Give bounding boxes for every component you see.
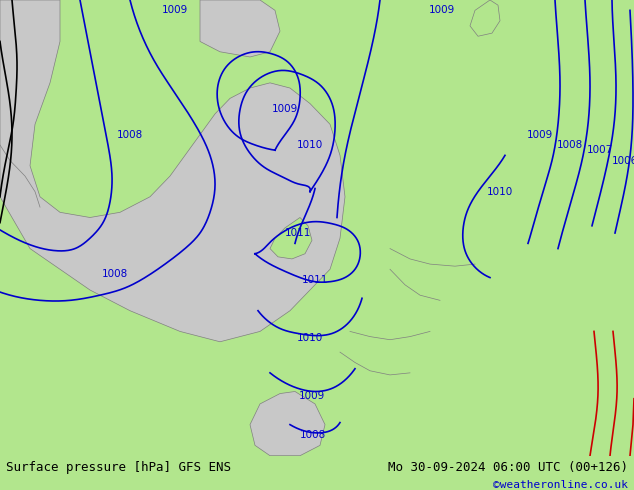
Text: 1010: 1010 xyxy=(487,187,513,196)
Text: 1009: 1009 xyxy=(272,104,298,114)
Text: 1008: 1008 xyxy=(557,140,583,150)
Text: 1011: 1011 xyxy=(302,274,328,285)
Text: 1010: 1010 xyxy=(297,333,323,343)
Text: 1008: 1008 xyxy=(117,130,143,140)
Polygon shape xyxy=(200,0,280,57)
Polygon shape xyxy=(250,392,325,456)
Text: 1006: 1006 xyxy=(612,155,634,166)
Text: 1007: 1007 xyxy=(587,145,613,155)
Text: Mo 30-09-2024 06:00 UTC (00+126): Mo 30-09-2024 06:00 UTC (00+126) xyxy=(387,461,628,474)
Text: 1010: 1010 xyxy=(297,140,323,150)
Polygon shape xyxy=(470,0,500,36)
Polygon shape xyxy=(0,0,345,342)
Text: 1008: 1008 xyxy=(300,430,326,440)
Text: ©weatheronline.co.uk: ©weatheronline.co.uk xyxy=(493,480,628,490)
Text: Surface pressure [hPa] GFS ENS: Surface pressure [hPa] GFS ENS xyxy=(6,461,231,474)
Polygon shape xyxy=(270,218,312,259)
Text: 1008: 1008 xyxy=(102,270,128,279)
Text: 1009: 1009 xyxy=(299,391,325,401)
Text: 1009: 1009 xyxy=(429,5,455,15)
Text: 1009: 1009 xyxy=(162,5,188,15)
Text: 1009: 1009 xyxy=(527,130,553,140)
Text: 1011: 1011 xyxy=(285,228,311,238)
